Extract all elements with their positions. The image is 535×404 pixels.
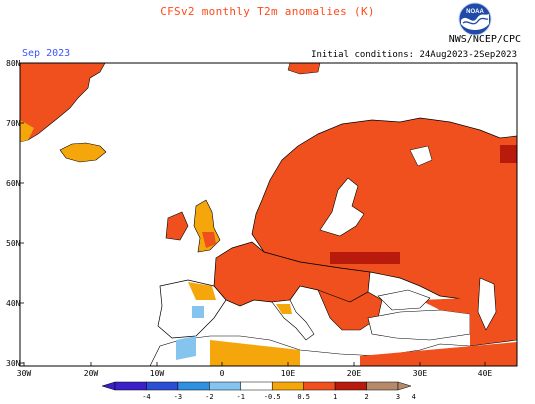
greenland-warm-patch bbox=[20, 120, 34, 142]
north-africa-warm-east bbox=[360, 342, 517, 366]
colorbar-swatch bbox=[177, 381, 210, 391]
lat-label: 30N bbox=[6, 359, 21, 368]
strong-anomaly-patch bbox=[500, 145, 517, 163]
lon-label: 10W bbox=[150, 369, 165, 378]
lat-label: 80N bbox=[6, 59, 21, 68]
colorbar-label: -0.5 bbox=[264, 393, 281, 401]
lon-label: 20E bbox=[347, 369, 362, 378]
lat-label: 70N bbox=[6, 119, 21, 128]
colorbar-label: 3 bbox=[396, 393, 400, 401]
colorbar-swatch bbox=[271, 381, 304, 391]
colorbar-swatch bbox=[303, 381, 336, 391]
colorbar-swatch bbox=[240, 381, 273, 391]
ireland-land bbox=[165, 211, 189, 241]
black-sea bbox=[377, 289, 431, 311]
noaa-logo: NOAA bbox=[458, 2, 492, 36]
colorbar-swatch bbox=[146, 381, 179, 391]
colorbar-label: 1 bbox=[333, 393, 337, 401]
colorbar-label: 0.5 bbox=[297, 393, 310, 401]
colorbar-swatch bbox=[334, 381, 367, 391]
lon-label: 30E bbox=[413, 369, 428, 378]
lat-label: 60N bbox=[6, 179, 21, 188]
colorbar-label: 2 bbox=[364, 393, 368, 401]
lat-label: 50N bbox=[6, 239, 21, 248]
north-africa-cold bbox=[176, 336, 196, 360]
north-africa-warm bbox=[210, 340, 300, 366]
colorbar-arrow-left bbox=[101, 381, 116, 391]
caspian-sea bbox=[477, 277, 497, 331]
forecast-month-label: Sep 2023 bbox=[22, 48, 71, 59]
colorbar-swatch bbox=[114, 381, 147, 391]
white-sea bbox=[409, 145, 433, 167]
lon-label: 20W bbox=[84, 369, 99, 378]
lat-label: 40N bbox=[6, 299, 21, 308]
svalbard-land bbox=[287, 63, 321, 75]
agency-label: NWS/NCEP/CPC bbox=[448, 34, 521, 45]
colorbar-label: -2 bbox=[205, 393, 213, 401]
colorbar-label: -4 bbox=[142, 393, 150, 401]
lon-label: 10E bbox=[281, 369, 296, 378]
colorbar: -4 -3 -2 -1 -0.5 0.5 1 2 3 4 bbox=[101, 381, 416, 401]
baltic-sea bbox=[319, 177, 365, 237]
lon-label: 30W bbox=[17, 369, 32, 378]
colorbar-label: -3 bbox=[174, 393, 182, 401]
strong-anomaly-patch bbox=[330, 252, 400, 264]
colorbar-swatch bbox=[366, 381, 399, 391]
lon-label: 40E bbox=[478, 369, 493, 378]
logo-text: NOAA bbox=[466, 9, 484, 15]
map-title: CFSv2 monthly T2m anomalies (K) bbox=[160, 5, 375, 18]
initial-conditions-label: Initial conditions: 24Aug2023-2Sep2023 bbox=[311, 50, 517, 60]
italy-warm bbox=[276, 304, 292, 314]
lon-label: 0 bbox=[220, 369, 225, 378]
great-britain-warm bbox=[202, 232, 216, 248]
colorbar-label: -1 bbox=[237, 393, 245, 401]
iceland-land bbox=[59, 142, 107, 163]
colorbar-label: 4 bbox=[412, 393, 416, 401]
iberia-cold bbox=[192, 306, 204, 318]
axis-ticks bbox=[20, 62, 486, 366]
colorbar-swatch bbox=[209, 381, 242, 391]
map-content bbox=[20, 63, 517, 366]
map-frame bbox=[19, 62, 518, 367]
iberia-warm bbox=[188, 282, 216, 300]
colorbar-arrow-right bbox=[397, 381, 412, 391]
